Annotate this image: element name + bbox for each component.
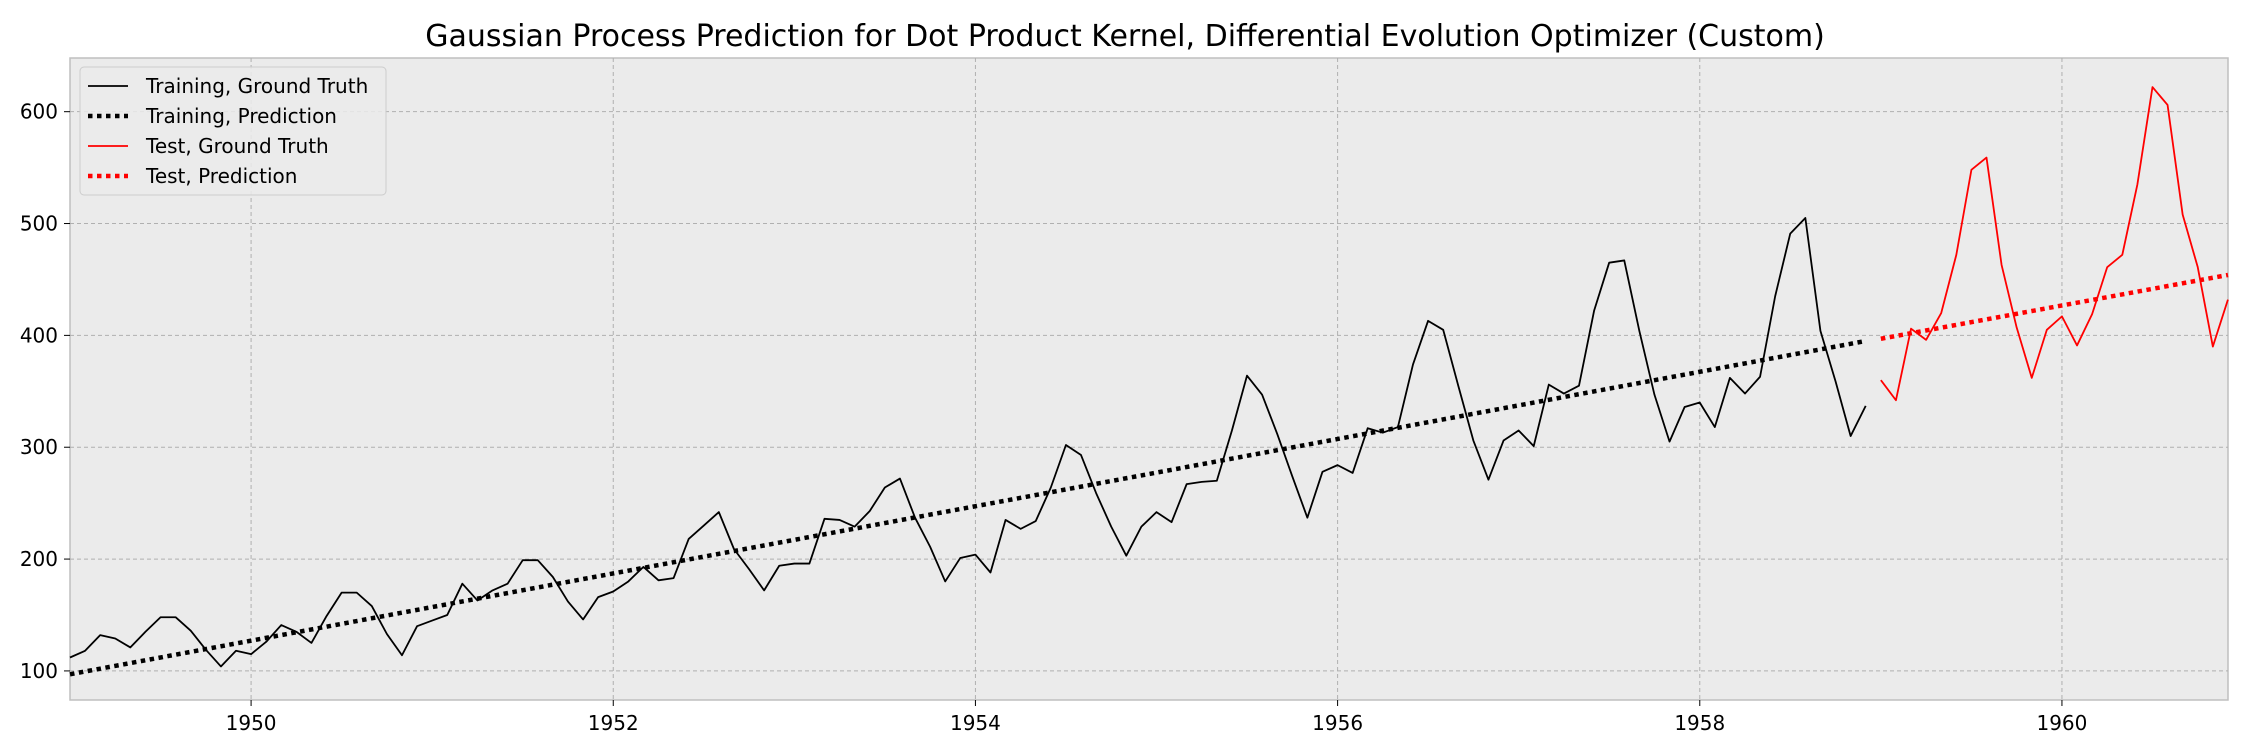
x-tick-label: 1954 (950, 711, 1001, 735)
y-tick-label: 400 (20, 323, 58, 347)
legend-label-2: Test, Ground Truth (145, 134, 329, 158)
x-tick-label: 1950 (226, 711, 277, 735)
series-line-1 (69, 338, 1867, 677)
x-tick-label: 1960 (2036, 711, 2087, 735)
legend-label-1: Training, Prediction (145, 104, 337, 128)
x-axis: 1950 1952 1954 1956 1958 1960 (226, 700, 2087, 735)
y-tick-label: 200 (20, 547, 58, 571)
y-tick-label: 100 (20, 659, 58, 683)
legend-label-3: Test, Prediction (145, 164, 297, 188)
y-tick-label: 500 (20, 212, 58, 236)
plot-area (69, 57, 2229, 701)
x-tick-label: 1958 (1674, 711, 1725, 735)
series-layer (69, 86, 2229, 677)
legend: Training, Ground Truth Training, Predicti… (79, 66, 387, 196)
legend-box (79, 66, 387, 196)
x-tick-label: 1952 (588, 711, 639, 735)
y-tick-label: 600 (20, 100, 58, 124)
series-line-2 (1880, 86, 2229, 402)
series-line-0 (69, 217, 1867, 668)
y-axis: 100 200 300 400 500 600 (20, 100, 70, 683)
legend-label-0: Training, Ground Truth (145, 74, 368, 98)
chart-title: Gaussian Process Prediction for Dot Prod… (425, 19, 1825, 54)
grid (70, 58, 2228, 700)
x-tick-label: 1956 (1312, 711, 1363, 735)
y-tick-label: 300 (20, 435, 58, 459)
